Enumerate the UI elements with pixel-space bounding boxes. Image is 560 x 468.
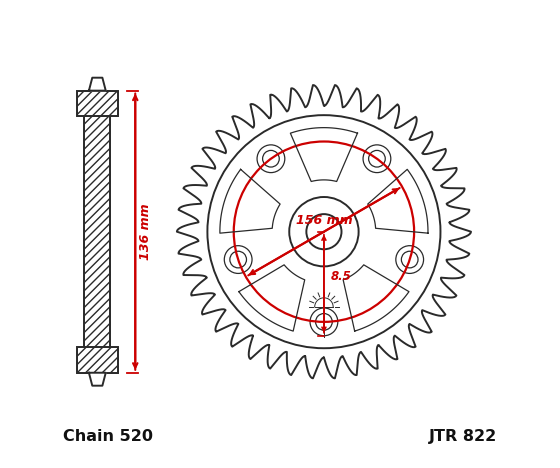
- Text: Chain 520: Chain 520: [63, 429, 153, 444]
- Polygon shape: [89, 78, 106, 91]
- Bar: [85, 91, 110, 373]
- Bar: [77, 91, 118, 116]
- Text: 156 mm: 156 mm: [296, 213, 352, 227]
- Bar: [77, 347, 118, 373]
- Text: 136 mm: 136 mm: [139, 204, 152, 260]
- Bar: [77, 347, 118, 373]
- Bar: [85, 91, 110, 373]
- Text: 8.5: 8.5: [331, 271, 352, 283]
- Bar: [77, 91, 118, 116]
- Polygon shape: [89, 373, 106, 386]
- Text: JTR 822: JTR 822: [429, 429, 497, 444]
